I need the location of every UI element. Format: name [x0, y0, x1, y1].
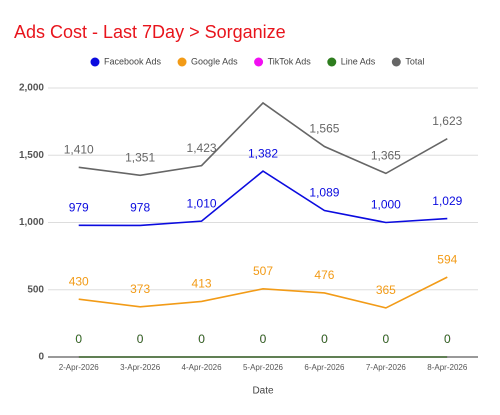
series-line	[78, 276, 448, 309]
data-label: 0	[260, 332, 267, 346]
data-label: 0	[137, 332, 144, 346]
data-label: 978	[130, 201, 150, 215]
legend-label: Total	[405, 56, 424, 66]
data-label: 0	[137, 332, 144, 346]
x-tick-label: 6-Apr-2026	[304, 363, 345, 372]
x-tick-label: 7-Apr-2026	[366, 363, 407, 372]
data-label: 0	[444, 332, 451, 346]
y-tick-label: 500	[27, 284, 44, 295]
data-label: 1,423	[187, 141, 217, 155]
data-label: 1,382	[248, 146, 278, 160]
x-tick-label: 4-Apr-2026	[182, 363, 223, 372]
legend-label: Google Ads	[191, 56, 238, 66]
data-label: 413	[192, 277, 212, 291]
x-axis-label: Date	[252, 386, 274, 397]
series-line	[78, 101, 448, 177]
legend-marker	[90, 57, 100, 67]
data-label: 0	[383, 332, 390, 346]
y-tick-label: 2,000	[19, 83, 44, 94]
data-label: 0	[75, 332, 82, 346]
legend-label: Line Ads	[341, 56, 376, 66]
data-label: 1,029	[432, 194, 462, 208]
data-label: 476	[314, 268, 334, 282]
data-label: 373	[130, 282, 150, 296]
data-label: 1,565	[309, 122, 339, 136]
x-tick-label: 3-Apr-2026	[120, 363, 161, 372]
legend-marker	[327, 57, 337, 67]
legend-label: Facebook Ads	[104, 56, 162, 66]
x-tick-label: 2-Apr-2026	[59, 363, 100, 372]
data-label: 0	[260, 332, 267, 346]
data-label: 594	[437, 252, 457, 266]
data-label: 430	[69, 274, 89, 288]
data-label: 979	[69, 200, 89, 214]
chart-title: Ads Cost - Last 7Day > Sorganize	[14, 22, 286, 42]
y-tick-label: 0	[38, 352, 44, 363]
data-label: 365	[376, 283, 396, 297]
x-tick-label: 8-Apr-2026	[427, 363, 468, 372]
legend-marker	[254, 57, 264, 67]
data-label: 1,410	[64, 143, 94, 157]
series-line	[78, 170, 448, 227]
legend-marker	[391, 57, 401, 67]
data-label: 0	[198, 332, 205, 346]
legend-label: TikTok Ads	[268, 56, 312, 66]
data-label: 0	[321, 332, 328, 346]
data-label: 0	[383, 332, 390, 346]
data-label: 1,351	[125, 150, 155, 164]
y-tick-label: 1,000	[19, 217, 44, 228]
data-label: 507	[253, 264, 273, 278]
data-label: 0	[198, 332, 205, 346]
data-label: 0	[321, 332, 328, 346]
data-label: 0	[444, 332, 451, 346]
data-label: 1,000	[371, 198, 401, 212]
data-label: 1,623	[432, 114, 462, 128]
x-tick-label: 5-Apr-2026	[243, 363, 284, 372]
data-label: 1,089	[309, 186, 339, 200]
data-label: 0	[75, 332, 82, 346]
data-label: 1,010	[187, 196, 217, 210]
legend-marker	[177, 57, 187, 67]
data-label: 1,365	[371, 149, 401, 163]
y-tick-label: 1,500	[19, 150, 44, 161]
